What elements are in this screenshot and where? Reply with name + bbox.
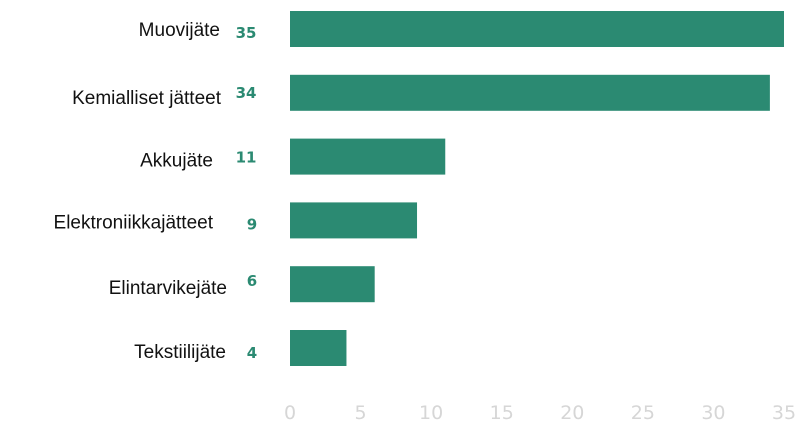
x-tick-label: 25 [631, 402, 655, 424]
bar [290, 11, 784, 47]
x-tick-label: 10 [419, 402, 443, 424]
value-labels-group: 35 34 11 9 6 4 [236, 24, 258, 362]
bar [290, 330, 347, 366]
category-label: Elintarvikejäte [109, 278, 227, 299]
value-label: 6 [247, 272, 257, 290]
x-tick-label: 15 [490, 402, 514, 424]
value-label: 34 [236, 84, 257, 102]
bar [290, 266, 375, 303]
value-label: 4 [247, 344, 257, 362]
x-tick-label: 0 [284, 402, 296, 424]
x-tick-label: 30 [701, 402, 725, 424]
x-tick-label: 20 [560, 402, 584, 424]
x-tick-label: 35 [772, 402, 796, 424]
x-axis-ticks-group: 0 5 10 15 20 25 30 35 [284, 402, 796, 424]
bar [290, 138, 446, 175]
x-tick-label: 5 [355, 402, 367, 424]
category-label: Tekstiilijäte [134, 342, 226, 363]
category-label: Kemialliset jätteet [72, 88, 222, 109]
category-label: Elektroniikkajätteet [54, 212, 214, 233]
bar [290, 202, 418, 239]
category-label: Muovijäte [139, 20, 220, 41]
value-label: 9 [247, 215, 257, 233]
value-label: 35 [236, 24, 257, 42]
category-label: Akkujäte [140, 151, 213, 172]
bar [290, 74, 770, 111]
bars-group [290, 11, 784, 366]
value-label: 11 [236, 149, 257, 167]
category-labels-group: Muovijäte Kemialliset jätteet Akkujäte Elek… [54, 20, 227, 363]
